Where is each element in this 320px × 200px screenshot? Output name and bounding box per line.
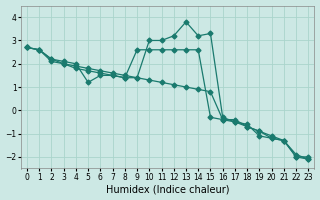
X-axis label: Humidex (Indice chaleur): Humidex (Indice chaleur) [106,184,229,194]
